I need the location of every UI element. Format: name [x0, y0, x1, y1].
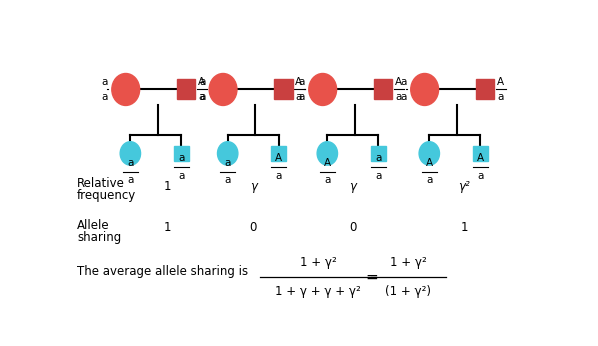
Text: γ: γ — [250, 180, 257, 193]
Text: a: a — [295, 92, 302, 102]
Text: Allele: Allele — [77, 219, 109, 232]
Text: a: a — [178, 171, 185, 181]
Text: 1: 1 — [460, 221, 468, 234]
Ellipse shape — [112, 73, 140, 106]
Ellipse shape — [309, 73, 337, 106]
Ellipse shape — [218, 142, 238, 165]
Text: a: a — [497, 92, 504, 102]
Text: sharing: sharing — [77, 231, 121, 244]
Text: 1 + γ²: 1 + γ² — [300, 256, 337, 269]
Text: a: a — [224, 158, 231, 168]
Text: a: a — [199, 78, 206, 87]
Ellipse shape — [411, 73, 438, 106]
Bar — [473, 146, 488, 161]
Text: a: a — [401, 92, 407, 102]
Text: A: A — [198, 78, 205, 87]
Text: a: a — [375, 153, 382, 163]
Text: a: a — [477, 171, 483, 181]
Bar — [371, 146, 386, 161]
Text: 1: 1 — [164, 221, 171, 234]
Text: a: a — [199, 92, 206, 102]
Text: a: a — [198, 92, 205, 102]
Text: a: a — [401, 78, 407, 87]
Ellipse shape — [317, 142, 337, 165]
Text: a: a — [224, 175, 231, 185]
Text: A: A — [295, 78, 303, 87]
Text: a: a — [178, 153, 185, 163]
Text: γ: γ — [349, 180, 356, 193]
Bar — [374, 80, 392, 99]
Ellipse shape — [120, 142, 141, 165]
Text: The average allele sharing is: The average allele sharing is — [77, 265, 248, 279]
Text: a: a — [375, 171, 382, 181]
Text: γ²: γ² — [458, 180, 470, 193]
Text: a: a — [395, 92, 401, 102]
Text: a: a — [102, 92, 108, 102]
Text: a: a — [276, 171, 282, 181]
Text: A: A — [395, 78, 402, 87]
Text: a: a — [102, 78, 108, 87]
Text: (1 + γ²): (1 + γ²) — [386, 285, 431, 298]
Text: 1: 1 — [164, 180, 171, 193]
Text: 0: 0 — [349, 221, 356, 234]
Text: frequency: frequency — [77, 189, 136, 202]
Text: a: a — [299, 78, 305, 87]
Text: A: A — [497, 78, 504, 87]
Text: A: A — [477, 153, 484, 163]
Bar — [174, 146, 189, 161]
Bar — [475, 80, 494, 99]
Text: A: A — [324, 158, 331, 168]
Text: 1 + γ²: 1 + γ² — [390, 256, 427, 269]
Text: a: a — [324, 175, 331, 185]
Text: 1 + γ + γ + γ²: 1 + γ + γ + γ² — [275, 285, 361, 298]
Ellipse shape — [419, 142, 440, 165]
Text: a: a — [426, 175, 432, 185]
Bar — [274, 80, 292, 99]
Bar — [271, 146, 286, 161]
Text: A: A — [275, 153, 282, 163]
Ellipse shape — [209, 73, 237, 106]
Text: a: a — [299, 92, 305, 102]
Text: A: A — [426, 158, 433, 168]
Text: 0: 0 — [249, 221, 257, 234]
Text: a: a — [127, 175, 133, 185]
Bar — [177, 80, 195, 99]
Text: Relative: Relative — [77, 177, 125, 190]
Text: a: a — [127, 158, 133, 168]
Text: =: = — [365, 270, 378, 285]
